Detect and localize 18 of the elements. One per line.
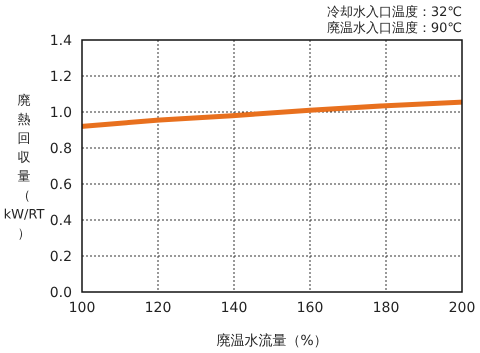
y-tick-label: 1.2 <box>50 69 72 85</box>
y-tick-label: 1.4 <box>50 33 72 49</box>
x-tick-label: 160 <box>296 300 324 316</box>
y-tick-label: 0.2 <box>50 249 72 265</box>
x-axis-title: 廃温水流量（%） <box>216 333 328 349</box>
x-tick-label: 100 <box>68 300 96 316</box>
text: 廃温水入口温度：90℃ <box>326 20 462 36</box>
x-tick-label: 140 <box>220 300 248 316</box>
y-axis-title: 廃熱回収量（kW/RT） <box>4 94 44 242</box>
y-tick-label: 0.0 <box>50 285 72 301</box>
y-tick-label: 1.0 <box>50 105 72 121</box>
y-tick-label: 0.4 <box>50 213 72 229</box>
x-tick-label: 180 <box>372 300 400 316</box>
text: 冷却水入口温度：32℃ <box>326 4 462 20</box>
x-tick-label: 120 <box>144 300 172 316</box>
x-tick-label: 200 <box>448 300 476 316</box>
y-tick-label: 0.8 <box>50 141 72 157</box>
y-tick-label: 0.6 <box>50 177 72 193</box>
